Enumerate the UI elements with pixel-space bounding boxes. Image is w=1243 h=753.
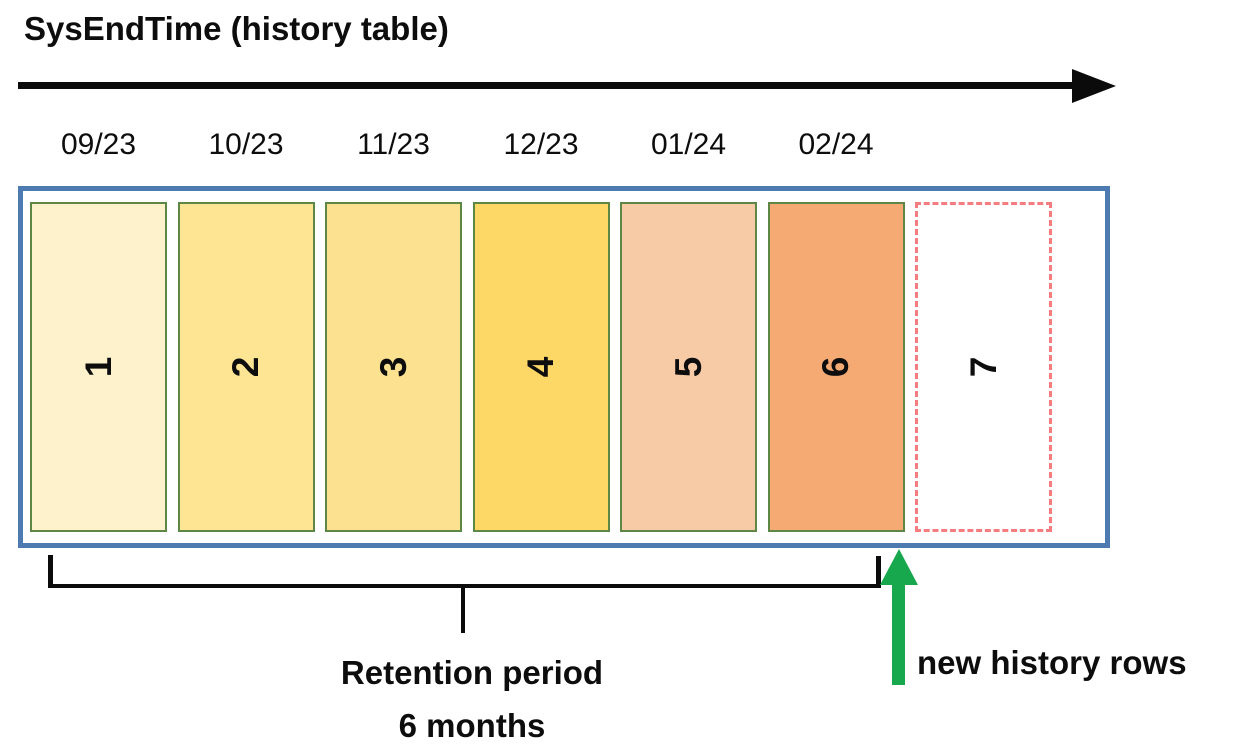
- retention-period-label: Retention period 6 months: [272, 646, 672, 752]
- retention-bracket-right-tick: [876, 556, 881, 588]
- retention-bracket-middle-tick: [461, 584, 465, 633]
- partition-box: 4: [472, 202, 610, 532]
- partition-number: 3: [372, 356, 414, 378]
- partition-number: 6: [815, 356, 856, 378]
- month-label: 11/23: [357, 128, 430, 161]
- timeline-arrowhead-icon: [1072, 69, 1116, 103]
- month-label: 02/24: [798, 128, 874, 161]
- timeline-arrow-line: [18, 82, 1072, 89]
- month-label: 01/24: [650, 128, 727, 161]
- retention-period-line1: Retention period: [340, 654, 604, 691]
- partition-box: 6: [767, 202, 905, 532]
- partition-number: 1: [77, 356, 119, 378]
- partition-box: 2: [177, 202, 315, 532]
- new-rows-arrowhead-icon: [880, 549, 918, 585]
- retention-period-line2: 6 months: [398, 707, 546, 744]
- month-label: 10/23: [208, 128, 284, 161]
- month-label: 12/23: [503, 128, 579, 161]
- new-rows-arrow-shaft: [892, 583, 905, 685]
- partition-number: 2: [225, 356, 266, 378]
- partition-number: 4: [520, 356, 561, 378]
- new-history-rows-label: new history rows: [917, 644, 1187, 681]
- retention-bracket-left-tick: [48, 555, 53, 588]
- partition-number: 7: [962, 356, 1004, 378]
- diagram-title: SysEndTime (history table): [24, 10, 449, 47]
- partition-box: 1: [30, 202, 167, 532]
- month-label: 09/23: [60, 128, 137, 161]
- partition-box: 5: [620, 202, 757, 532]
- partition-box-pending: 7: [915, 202, 1052, 532]
- partition-number: 5: [667, 356, 709, 378]
- partition-box: 3: [325, 202, 462, 532]
